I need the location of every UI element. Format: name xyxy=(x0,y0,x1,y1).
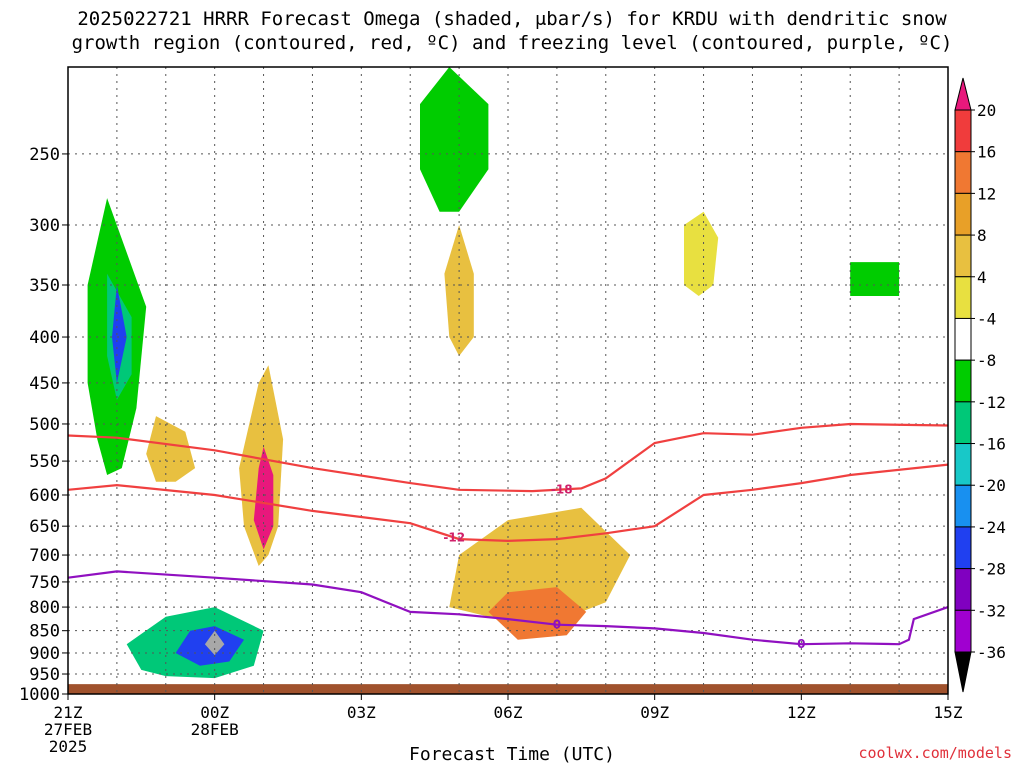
colorbar-label-13: -36 xyxy=(977,643,1006,662)
colorbar-box-6 xyxy=(954,359,972,403)
colorbar-label-9: -20 xyxy=(977,476,1006,495)
colorbar-label-12: -32 xyxy=(977,601,1006,620)
colorbar-label-11: -28 xyxy=(977,560,1006,579)
contour-label-2: 0 xyxy=(553,618,561,632)
colorbar-box-5 xyxy=(954,317,972,361)
contour-label-1: -12 xyxy=(443,531,465,545)
x-tick-label-1-1: 28FEB xyxy=(191,720,239,739)
y-tick-label-750: 750 xyxy=(29,573,60,593)
colorbar-label-6: -8 xyxy=(977,351,996,370)
y-tick-label-450: 450 xyxy=(29,374,60,394)
y-tick-label-950: 950 xyxy=(29,665,60,685)
y-tick-label-500: 500 xyxy=(29,415,60,435)
chart-title-line-1: 2025022721 HRRR Forecast Omega (shaded, … xyxy=(77,8,947,30)
ground-layer xyxy=(68,684,948,694)
colorbar-label-8: -16 xyxy=(977,435,1006,454)
colorbar-box-10 xyxy=(954,526,972,570)
x-tick-label-0-1: 27FEB xyxy=(44,720,92,739)
colorbar-box-9 xyxy=(954,484,972,528)
contour-line-0 xyxy=(67,422,949,493)
omega-region-13 xyxy=(684,211,719,296)
colorbar-label-10: -24 xyxy=(977,518,1006,537)
omega-region-8 xyxy=(146,416,196,482)
omega-region-7 xyxy=(253,446,274,550)
contour-line-1 xyxy=(67,463,949,543)
y-tick-label-400: 400 xyxy=(29,328,60,348)
x-tick-label-0-0: 21Z xyxy=(54,703,83,722)
colorbar-label-7: -12 xyxy=(977,393,1006,412)
x-tick-label-3-0: 06Z xyxy=(494,703,523,722)
colorbar-label-5: -4 xyxy=(977,309,996,328)
x-tick-label-6-0: 15Z xyxy=(934,703,963,722)
y-tick-label-250: 250 xyxy=(29,145,60,165)
colorbar-label-0: 20 xyxy=(977,101,996,120)
colorbar-box-0 xyxy=(954,109,972,153)
contour-line-2 xyxy=(67,570,949,646)
y-tick-label-350: 350 xyxy=(29,276,60,296)
x-tick-label-5-0: 12Z xyxy=(787,703,816,722)
ground-fill xyxy=(68,684,948,694)
y-tick-label-700: 700 xyxy=(29,546,60,566)
grid-lines xyxy=(68,67,948,695)
chart-title-line-2: growth region (contoured, red, ºC) and f… xyxy=(71,32,953,54)
y-axis-ticks: 2503003504004505005506006507007508008509… xyxy=(19,145,68,705)
colorbar-label-4: 4 xyxy=(977,268,987,287)
colorbar-box-2 xyxy=(954,192,972,236)
colorbar-box-7 xyxy=(954,401,972,445)
y-tick-label-600: 600 xyxy=(29,486,60,506)
y-tick-label-900: 900 xyxy=(29,644,60,664)
colorbar-box-12 xyxy=(954,609,972,653)
colorbar-label-1: 16 xyxy=(977,143,996,162)
contour-label-0: -18 xyxy=(551,483,573,497)
x-tick-label-4-0: 09Z xyxy=(640,703,669,722)
x-tick-label-2-0: 03Z xyxy=(347,703,376,722)
omega-region-12 xyxy=(420,67,489,212)
x-tick-label-1-0: 00Z xyxy=(200,703,229,722)
colorbar-label-2: 12 xyxy=(977,184,996,203)
colorbar: 20 16 12 8 4 -4 -8 -12 -16 -20 -24 -28 -32 -36 xyxy=(954,77,1006,693)
x-tick-label-0-2: 2025 xyxy=(49,737,88,756)
temperature-contours: -18 -12 0 0 xyxy=(67,422,949,651)
y-tick-label-1000: 1000 xyxy=(19,685,60,705)
omega-region-10 xyxy=(488,587,587,640)
x-axis-label: Forecast Time (UTC) xyxy=(409,744,615,765)
omega-region-2 xyxy=(112,285,127,383)
y-tick-label-550: 550 xyxy=(29,452,60,472)
colorbar-box-8 xyxy=(954,443,972,486)
colorbar-top-arrow xyxy=(954,77,972,111)
y-tick-label-850: 850 xyxy=(29,622,60,642)
omega-region-14 xyxy=(850,262,900,296)
colorbar-box-1 xyxy=(954,151,972,194)
omega-shading xyxy=(87,67,900,679)
colorbar-box-11 xyxy=(954,568,972,611)
contour-label-3: 0 xyxy=(797,637,805,651)
credit-text: coolwx.com/models xyxy=(858,744,1012,762)
colorbar-label-3: 8 xyxy=(977,226,987,245)
omega-region-11 xyxy=(444,225,474,356)
colorbar-bottom-arrow xyxy=(954,651,972,693)
y-tick-label-300: 300 xyxy=(29,216,60,236)
colorbar-box-4 xyxy=(954,276,972,319)
y-tick-label-800: 800 xyxy=(29,598,60,618)
y-tick-label-650: 650 xyxy=(29,517,60,537)
colorbar-box-3 xyxy=(954,234,972,278)
